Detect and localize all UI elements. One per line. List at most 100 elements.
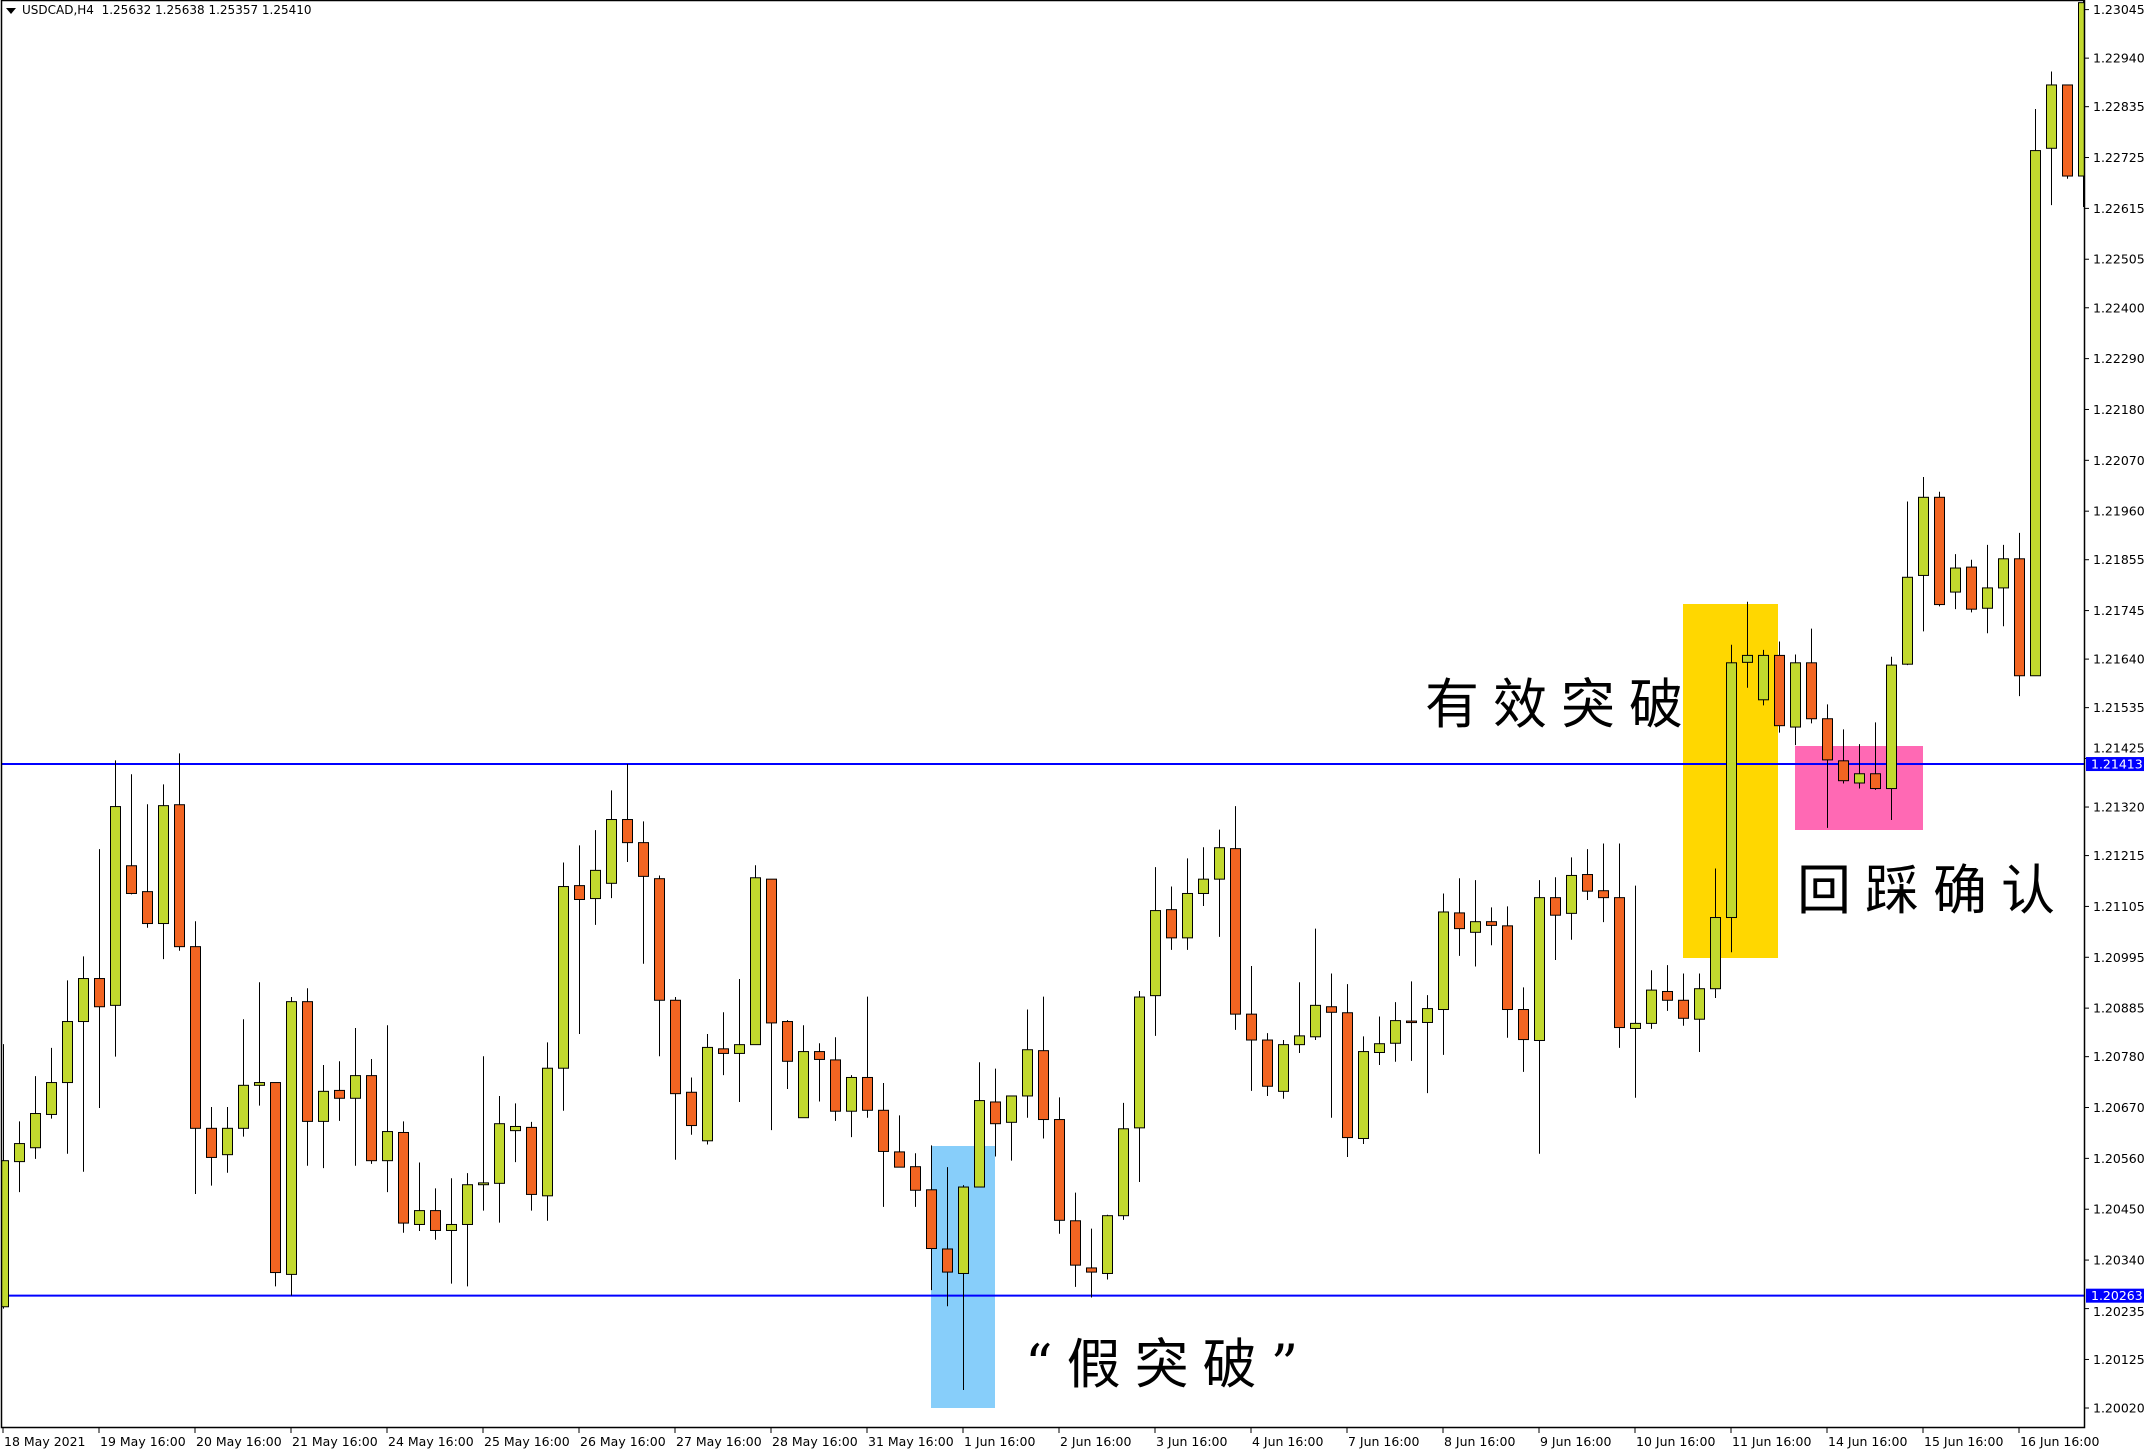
candle-body (1982, 587, 1993, 609)
bull-candle (1982, 544, 1993, 634)
bull-candle (1438, 893, 1449, 1055)
bull-candle (1630, 885, 1641, 1098)
bull-candle (2078, 1, 2084, 207)
bear-candle (910, 1153, 921, 1207)
bull-candle (1, 1044, 9, 1309)
bear-candle (718, 1012, 729, 1076)
bull-candle (1566, 857, 1577, 940)
time-tick-label: 1 Jun 16:00 (964, 1434, 1036, 1449)
bull-candle (798, 1025, 809, 1119)
symbol-title: USDCAD,H4 (22, 3, 94, 17)
bear-candle (526, 1121, 537, 1211)
bull-candle (1422, 995, 1433, 1094)
candle-body (1454, 912, 1465, 930)
candle-body (574, 885, 585, 900)
price-tick-label: 1.20780 (2093, 1049, 2145, 1064)
time-tick-label: 16 Jun 16:00 (2020, 1434, 2099, 1449)
bear-candle (990, 1068, 1001, 1157)
bull-candle (158, 784, 169, 960)
level-price-tag-label: 1.20263 (2091, 1288, 2143, 1303)
time-tick-label: 24 May 16:00 (388, 1434, 474, 1449)
bear-candle (174, 753, 185, 951)
time-tick-label: 4 Jun 16:00 (1252, 1434, 1324, 1449)
candle-body (910, 1166, 921, 1191)
level-price-tag (2086, 1288, 2144, 1303)
candle-body (1758, 654, 1769, 701)
time-tick-label: 19 May 16:00 (100, 1434, 186, 1449)
candle-body (526, 1126, 537, 1195)
candle-body (1630, 1022, 1641, 1029)
candle-body (1518, 1009, 1529, 1041)
candle-body (1502, 925, 1513, 1011)
price-tick-label: 1.22725 (2093, 150, 2145, 165)
price-tick-label: 1.21535 (2093, 700, 2145, 715)
bull-candle (542, 1042, 553, 1221)
bull-candle (606, 790, 617, 899)
level-price-tag-label: 1.21413 (2091, 757, 2143, 772)
candle-body (1486, 921, 1497, 926)
price-tick-label: 1.21640 (2093, 652, 2145, 667)
candle-body (1886, 664, 1897, 790)
annotation-false-breakout: “假突破” (1025, 1333, 1313, 1396)
bear-candle (1246, 966, 1257, 1091)
time-axis[interactable]: 18 May 2021 19 May 16:00 20 May 16:00 21 Ma… (2, 1428, 2099, 1449)
bull-candle (1710, 868, 1721, 998)
bull-candle (478, 1056, 489, 1211)
bear-candle (766, 878, 777, 1131)
candle-body (1390, 1020, 1401, 1044)
bull-candle (558, 862, 569, 1111)
bear-candle (1342, 984, 1353, 1157)
candle-body (62, 1021, 73, 1084)
candle-body (238, 1084, 249, 1129)
time-tick-label: 31 May 16:00 (868, 1434, 954, 1449)
candle-body (206, 1127, 217, 1158)
candle-body (1102, 1215, 1113, 1274)
bear-candle (830, 1037, 841, 1121)
candle-body (1902, 576, 1913, 665)
bull-candle (238, 1019, 249, 1137)
bull-candle (750, 865, 761, 1046)
candle-body (222, 1127, 233, 1156)
time-tick-label: 10 Jun 16:00 (1636, 1434, 1715, 1449)
price-axis[interactable]: 1.23045 1.22940 1.22835 1.22725 1.22615 1.225… (2084, 2, 2145, 1416)
candle-body (878, 1109, 889, 1152)
candle-body (2046, 84, 2057, 149)
bull-candle (14, 1121, 25, 1193)
price-tick-label: 1.21960 (2093, 504, 2145, 519)
bull-candle (1534, 880, 1545, 1154)
candle-body (1534, 897, 1545, 1041)
bear-candle (654, 875, 665, 1057)
candle-body (1854, 773, 1865, 784)
candle-body (894, 1151, 905, 1168)
time-tick-label: 20 May 16:00 (196, 1434, 282, 1449)
candle-body (1966, 566, 1977, 610)
time-tick-label: 27 May 16:00 (676, 1434, 762, 1449)
candle-body (846, 1076, 857, 1112)
bear-candle (1166, 886, 1177, 950)
bear-candle (206, 1107, 217, 1186)
time-tick-label: 2 Jun 16:00 (1060, 1434, 1132, 1449)
bear-candle (1054, 1097, 1065, 1234)
candle-body (1406, 1020, 1417, 1024)
bull-candle (1790, 654, 1801, 746)
bull-candle (1278, 1040, 1289, 1099)
dropdown-triangle-icon[interactable] (6, 7, 16, 14)
candle-body (1118, 1128, 1129, 1217)
candle-body (1870, 773, 1881, 790)
bear-candle (1326, 973, 1337, 1118)
bull-candle (1390, 1002, 1401, 1062)
candle-body (1086, 1267, 1097, 1273)
bear-candle (430, 1188, 441, 1240)
candle-body (1150, 910, 1161, 997)
candle-body (158, 805, 169, 925)
candle-body (1726, 662, 1737, 919)
time-tick-label: 15 Jun 16:00 (1924, 1434, 2003, 1449)
candle-body (1438, 911, 1449, 1011)
candle-body (366, 1075, 377, 1162)
candle-body (1022, 1049, 1033, 1097)
candle-body (2030, 150, 2041, 677)
bear-candle (670, 997, 681, 1160)
bull-candle (2046, 71, 2057, 206)
candle-body (1822, 718, 1833, 761)
